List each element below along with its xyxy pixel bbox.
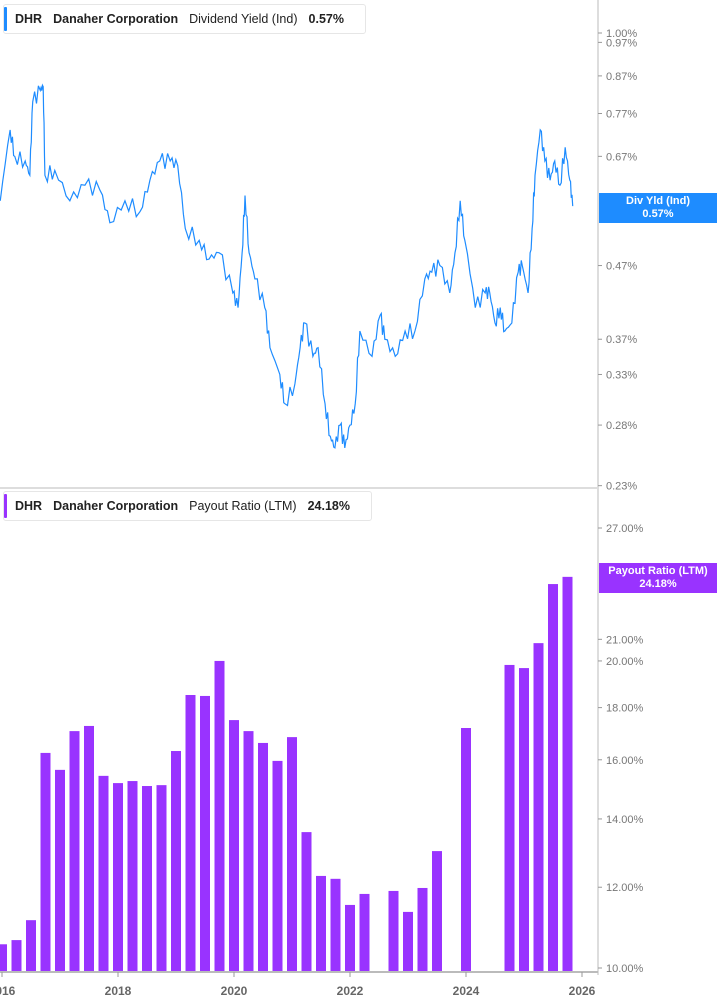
legend-ticker: DHR (15, 12, 43, 26)
tag-label: Div Yld (Ind) (626, 195, 690, 207)
payout-bar (432, 851, 442, 971)
x-tick-label: 2018 (105, 984, 132, 998)
y-tick-label: 0.37% (606, 334, 637, 346)
payout-bar (11, 940, 22, 971)
payout-bar (417, 887, 428, 971)
y-tick-label: 20.00% (606, 656, 644, 668)
payout-bar (258, 742, 268, 971)
payout-bar (84, 725, 94, 971)
payout-bar (156, 785, 167, 971)
legend-value: 24.18% (307, 499, 350, 513)
payout-bar (301, 832, 312, 971)
payout-bar (388, 890, 399, 971)
y-tick-label: 0.33% (606, 369, 637, 381)
payout-bar (461, 728, 471, 971)
payout-bar (113, 783, 123, 971)
payout-bar (330, 878, 341, 971)
payout-bar (200, 695, 210, 971)
y-tick-label: 27.00% (606, 523, 644, 535)
legend-value: 0.57% (308, 12, 344, 26)
y-tick-label: 0.87% (606, 71, 637, 83)
dividend-yield-line (0, 83, 574, 449)
payout-bar (98, 775, 109, 971)
yield-legend: DHR Danaher Corporation Dividend Yield (… (3, 4, 366, 34)
payout-bar (55, 769, 65, 971)
payout-bar (142, 786, 152, 971)
payout-bar (345, 904, 355, 971)
payout-value-tag: Payout Ratio (LTM) 24.18% (599, 563, 717, 593)
x-tick-label: 2026 (569, 984, 596, 998)
legend-metric: Dividend Yield (Ind) (189, 12, 298, 26)
y-tick-label: 16.00% (606, 755, 644, 767)
legend-color-bar (4, 7, 7, 31)
payout-bar (185, 694, 196, 971)
y-tick-label: 0.28% (606, 420, 637, 432)
payout-bar (533, 643, 544, 971)
y-tick-label: 18.00% (606, 703, 644, 715)
payout-bar (214, 660, 225, 971)
payout-bar (403, 911, 413, 971)
payout-bar (229, 720, 239, 971)
payout-bar (562, 576, 573, 971)
y-tick-label: 0.67% (606, 151, 637, 163)
tag-value: 0.57% (642, 208, 674, 220)
x-tick-label: 2024 (453, 984, 480, 998)
legend-metric: Payout Ratio (LTM) (189, 499, 297, 513)
y-tick-label: 21.00% (606, 634, 644, 646)
x-tick-label: 2016 (0, 984, 16, 998)
legend-company: Danaher Corporation (53, 12, 179, 26)
payout-bar (26, 920, 36, 971)
x-tick-label: 2020 (221, 984, 248, 998)
y-tick-label: 12.00% (606, 882, 644, 894)
payout-bar (243, 731, 254, 971)
payout-bar (127, 781, 138, 971)
payout-bar (519, 668, 529, 971)
payout-bar (171, 751, 181, 971)
legend-company: Danaher Corporation (53, 499, 179, 513)
legend-color-bar (4, 494, 7, 518)
tag-value: 24.18% (639, 578, 677, 590)
y-tick-label: 0.97% (606, 37, 637, 49)
y-tick-label: 1.00% (606, 28, 637, 40)
payout-bar (0, 944, 7, 971)
y-tick-label: 10.00% (606, 963, 644, 975)
payout-bar (548, 584, 558, 971)
tag-label: Payout Ratio (LTM) (608, 565, 708, 577)
payout-bar (69, 731, 80, 971)
y-tick-label: 0.77% (606, 109, 637, 121)
x-tick-label: 2022 (337, 984, 364, 998)
payout-bar (287, 737, 297, 971)
payout-legend: DHR Danaher Corporation Payout Ratio (LT… (3, 491, 372, 521)
payout-bar (359, 893, 370, 971)
y-tick-label: 0.47% (606, 261, 637, 273)
y-tick-label: 0.23% (606, 481, 637, 493)
payout-bar (272, 760, 283, 971)
payout-bar (316, 875, 326, 971)
legend-ticker: DHR (15, 499, 43, 513)
payout-bar (504, 664, 515, 971)
payout-bar (40, 752, 51, 971)
y-tick-label: 14.00% (606, 814, 644, 826)
yield-value-tag: Div Yld (Ind) 0.57% (599, 193, 717, 223)
